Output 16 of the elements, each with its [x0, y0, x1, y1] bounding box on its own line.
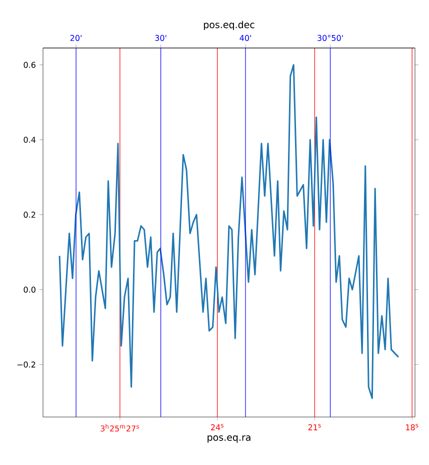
x2-axis-title: pos.eq.dec — [204, 20, 254, 30]
x2-tick-label: 30°50' — [318, 34, 343, 41]
y-tick-label: 0.6 — [24, 62, 36, 68]
y-tick-label: 0.2 — [24, 212, 36, 218]
x2-tick-label: 20' — [70, 34, 82, 41]
y-tick-label: 0.0 — [24, 286, 36, 293]
x-tick-label: 21$^{s}$ — [308, 424, 321, 430]
x-axis-title: pos.eq.ra — [208, 435, 250, 443]
x2-tick-label: 30' — [155, 34, 166, 41]
x-tick-label: 18$^{s}$ — [406, 424, 418, 430]
x2-tick-label: 40' — [240, 34, 251, 41]
line-series — [58, 64, 400, 400]
y-tick-label: −0.2 — [17, 362, 36, 368]
x-tick-label: 3$^{h}$25$^{m}$27$^{s}$ — [100, 424, 139, 432]
y-tick-label: 0.4 — [24, 136, 36, 143]
x-tick-label: 24$^{s}$ — [210, 424, 224, 430]
